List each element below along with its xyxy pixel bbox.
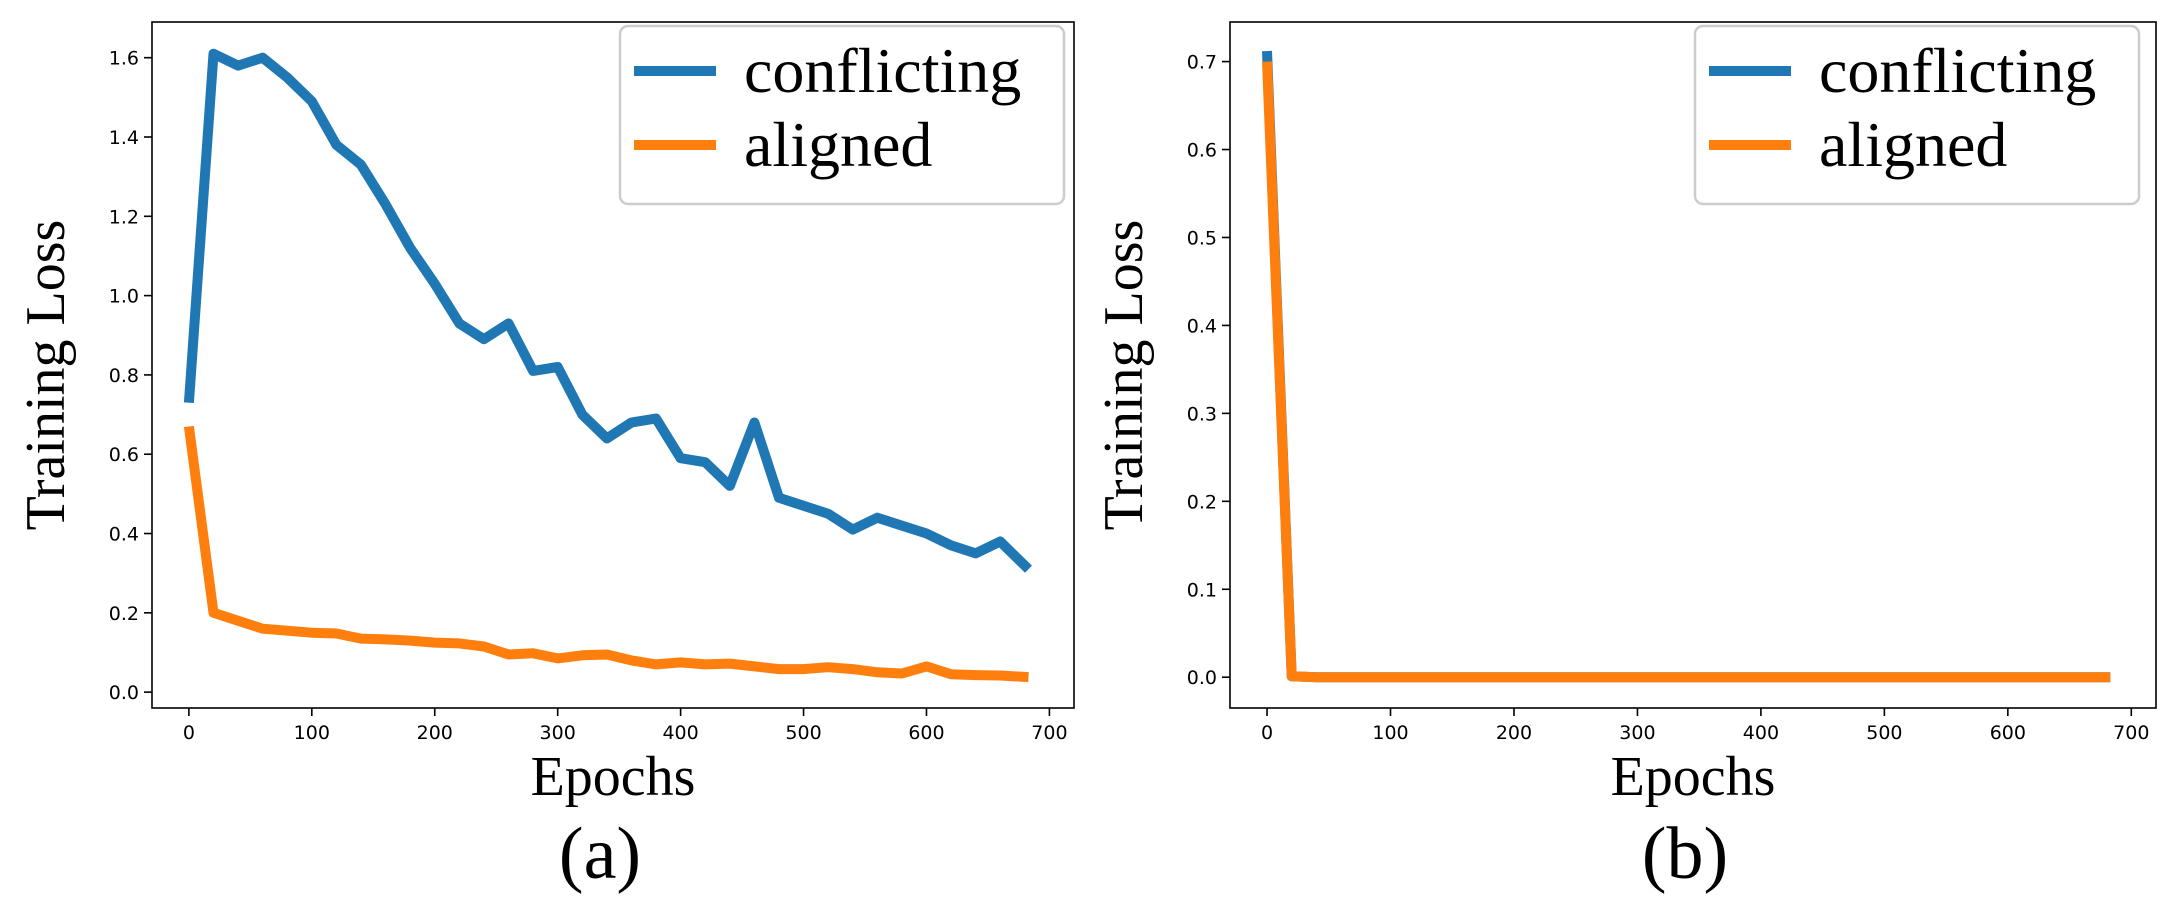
panel-a: (a) 0 100 200 300 400 500 600 700 0.0 0.2 0.4 0.6 0.… (15, 21, 1075, 895)
x-tick-label: 200 (1496, 722, 1532, 744)
y-tick-label: 1.4 (109, 127, 139, 149)
y-tick-label: 0.4 (1187, 315, 1217, 337)
caption-b: (b) (1642, 813, 1728, 895)
series-line-aligned (183, 425, 1029, 683)
legend-label-aligned: aligned (744, 109, 932, 180)
y-tick-label: 0.7 (1187, 52, 1217, 74)
y-axis-label: Training Loss (15, 220, 77, 531)
y-tick-label: 1.2 (109, 206, 139, 228)
x-tick-label: 600 (1990, 722, 2026, 744)
legend-box (1693, 24, 2141, 206)
x-tick-label: 100 (1372, 722, 1408, 744)
x-tick-label: 700 (2113, 722, 2149, 744)
y-tick-label: 0.8 (109, 365, 139, 387)
x-tick-label: 400 (1743, 722, 1779, 744)
series-line-aligned (1262, 61, 2111, 683)
x-tick-label: 300 (1619, 722, 1655, 744)
y-tick-label: 0.4 (109, 524, 139, 546)
x-axis-label: Epochs (531, 746, 696, 808)
x-tick-label: 500 (1866, 722, 1902, 744)
axes-frame (1229, 21, 2157, 709)
y-tick-label: 1.0 (109, 286, 139, 308)
x-tick-label: 0 (1261, 722, 1273, 744)
x-tick-label: 300 (540, 722, 576, 744)
x-tick-label: 0 (183, 722, 195, 744)
legend-label-conflicting: conflicting (1819, 35, 2096, 106)
caption-a: (a) (559, 813, 641, 895)
x-tick-label: 400 (662, 722, 698, 744)
y-tick-label: 0.0 (1187, 667, 1217, 689)
x-tick-label: 700 (1031, 722, 1067, 744)
axes-frame (151, 21, 1075, 709)
y-tick-label: 0.2 (109, 603, 139, 625)
y-tick-label: 0.1 (1187, 579, 1217, 601)
y-axis-label: Training Loss (1093, 220, 1155, 531)
legend-label-conflicting: conflicting (744, 35, 1021, 106)
y-tick-label: 1.6 (109, 48, 139, 70)
x-tick-label: 600 (908, 722, 944, 744)
x-axis-label: Epochs (1611, 746, 1776, 808)
x-tick-label: 100 (294, 722, 330, 744)
legend-label-aligned: aligned (1819, 109, 2007, 180)
y-tick-label: 0.0 (109, 682, 139, 704)
y-tick-label: 0.3 (1187, 403, 1217, 425)
y-tick-label: 0.2 (1187, 491, 1217, 513)
y-tick-label: 0.6 (1187, 140, 1217, 162)
x-tick-label: 200 (417, 722, 453, 744)
series-line-conflicting (183, 48, 1032, 573)
legend-box (618, 24, 1066, 206)
x-tick-label: 500 (785, 722, 821, 744)
y-tick-label: 0.5 (1187, 227, 1217, 249)
panel-b: (b) 0 100 200 300 400 500 600 700 0.0 0.1 0.2 0.3 0.… (1093, 21, 2157, 895)
y-tick-label: 0.6 (109, 444, 139, 466)
